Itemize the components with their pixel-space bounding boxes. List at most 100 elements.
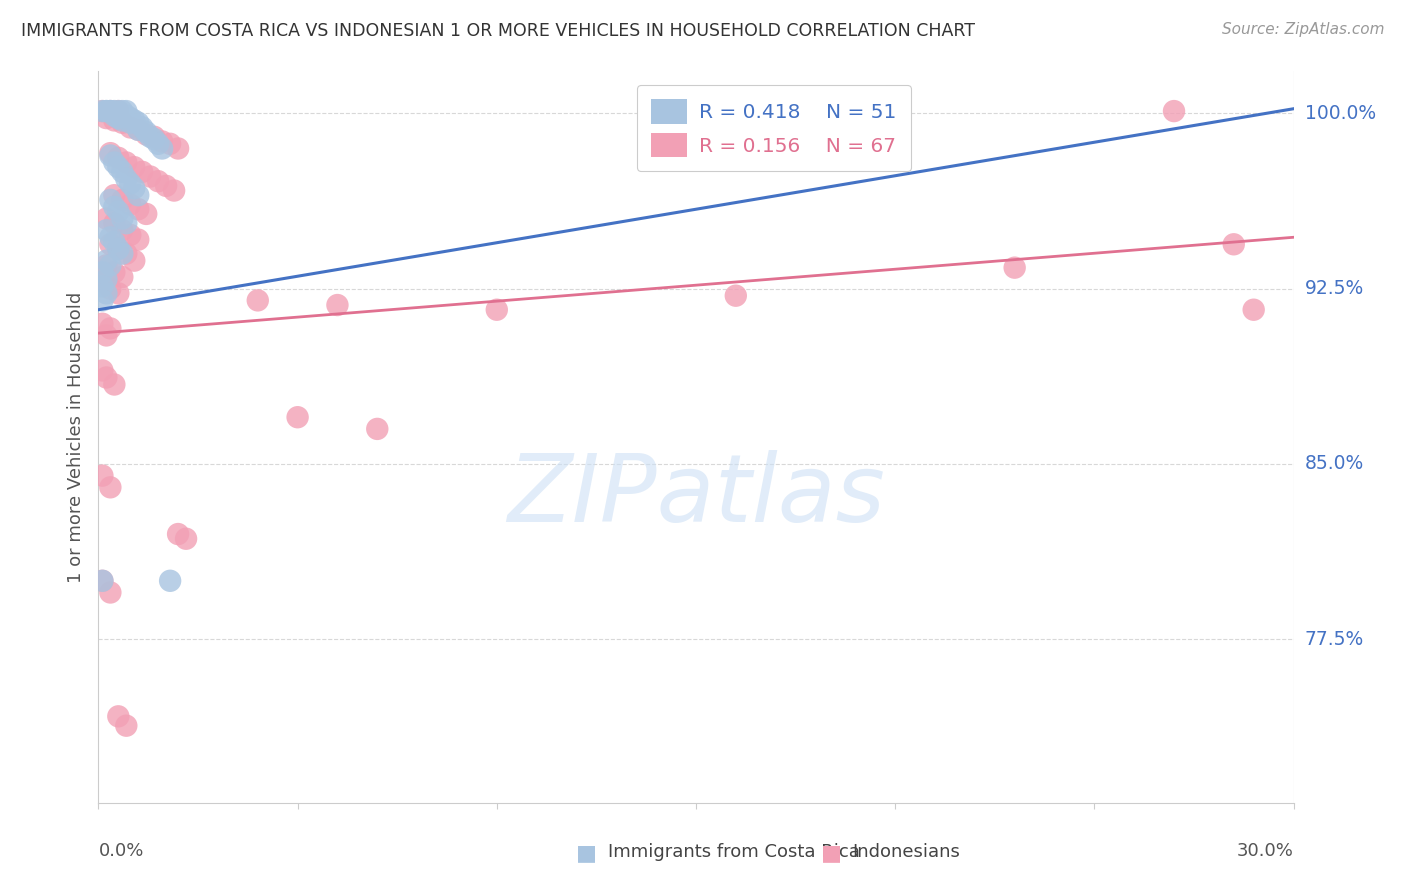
Point: [98, 193, 122, 207]
Point: [1163, 104, 1185, 119]
Point: [107, 286, 129, 301]
Text: Indonesians: Indonesians: [852, 843, 960, 861]
Point: [111, 246, 134, 260]
Point: [107, 160, 129, 174]
Point: [127, 202, 149, 217]
Point: [159, 574, 181, 588]
Point: [111, 270, 134, 285]
Point: [135, 125, 157, 139]
Text: 77.5%: 77.5%: [1305, 630, 1364, 648]
Point: [98, 230, 122, 244]
Point: [96, 104, 118, 119]
Point: [91, 293, 114, 308]
Point: [150, 141, 173, 155]
Point: [131, 165, 153, 179]
Point: [120, 197, 142, 211]
Point: [91, 279, 114, 293]
Point: [143, 132, 166, 146]
Point: [366, 422, 388, 436]
Point: [155, 178, 177, 193]
Point: [120, 111, 142, 125]
Point: [103, 113, 125, 128]
Point: [98, 321, 122, 335]
Point: [96, 328, 118, 343]
Point: [127, 122, 149, 136]
Point: [111, 116, 134, 130]
Point: [91, 574, 114, 588]
Point: [115, 155, 138, 169]
Point: [96, 370, 118, 384]
Point: [148, 136, 170, 151]
Point: [96, 258, 118, 272]
Point: [98, 146, 122, 161]
Point: [91, 468, 114, 483]
Point: [127, 122, 149, 136]
Point: [111, 104, 134, 119]
Text: 0.0%: 0.0%: [98, 842, 143, 860]
Point: [91, 317, 114, 331]
Point: [98, 104, 122, 119]
Point: [111, 193, 134, 207]
Point: [127, 188, 149, 202]
Point: [167, 141, 190, 155]
Point: [98, 104, 122, 119]
Text: 100.0%: 100.0%: [1305, 104, 1375, 123]
Point: [107, 242, 129, 256]
Point: [103, 377, 125, 392]
Point: [485, 302, 508, 317]
Point: [107, 104, 129, 119]
Text: 30.0%: 30.0%: [1237, 842, 1294, 860]
Point: [98, 480, 122, 494]
Point: [326, 298, 349, 312]
Point: [98, 258, 122, 272]
Point: [167, 527, 190, 541]
Point: [115, 104, 138, 119]
Point: [287, 410, 309, 425]
Point: [115, 172, 138, 186]
Point: [131, 120, 153, 135]
Point: [120, 177, 142, 191]
Point: [115, 719, 138, 733]
Point: [246, 293, 269, 308]
Point: [150, 135, 173, 149]
Point: [96, 211, 118, 226]
Point: [148, 174, 170, 188]
Point: [124, 113, 146, 128]
Text: 92.5%: 92.5%: [1305, 279, 1364, 298]
Point: [115, 216, 138, 230]
Point: [103, 216, 125, 230]
Point: [91, 104, 114, 119]
Point: [103, 155, 125, 169]
Point: [103, 104, 125, 119]
Point: [98, 282, 122, 296]
Point: [91, 275, 114, 289]
Point: [91, 363, 114, 377]
Point: [96, 286, 118, 301]
Point: [139, 169, 162, 184]
Text: ZIPatlas: ZIPatlas: [508, 450, 884, 541]
Point: [124, 253, 146, 268]
Point: [107, 204, 129, 219]
Point: [91, 574, 114, 588]
Point: [107, 104, 129, 119]
Point: [111, 211, 134, 226]
Point: [127, 233, 149, 247]
Point: [107, 111, 129, 125]
Point: [120, 227, 142, 242]
Point: [174, 532, 197, 546]
Point: [98, 585, 122, 599]
Point: [135, 128, 157, 142]
Point: [115, 246, 138, 260]
Text: ■: ■: [575, 843, 596, 863]
Text: Source: ZipAtlas.com: Source: ZipAtlas.com: [1222, 22, 1385, 37]
Text: Immigrants from Costa Rica: Immigrants from Costa Rica: [607, 843, 859, 861]
Point: [91, 104, 114, 119]
Text: IMMIGRANTS FROM COSTA RICA VS INDONESIAN 1 OR MORE VEHICLES IN HOUSEHOLD CORRELA: IMMIGRANTS FROM COSTA RICA VS INDONESIAN…: [21, 22, 976, 40]
Point: [96, 223, 118, 237]
Point: [103, 188, 125, 202]
Point: [120, 120, 142, 135]
Point: [103, 265, 125, 279]
Point: [135, 207, 157, 221]
Point: [111, 223, 134, 237]
Y-axis label: 1 or more Vehicles in Household: 1 or more Vehicles in Household: [66, 292, 84, 582]
